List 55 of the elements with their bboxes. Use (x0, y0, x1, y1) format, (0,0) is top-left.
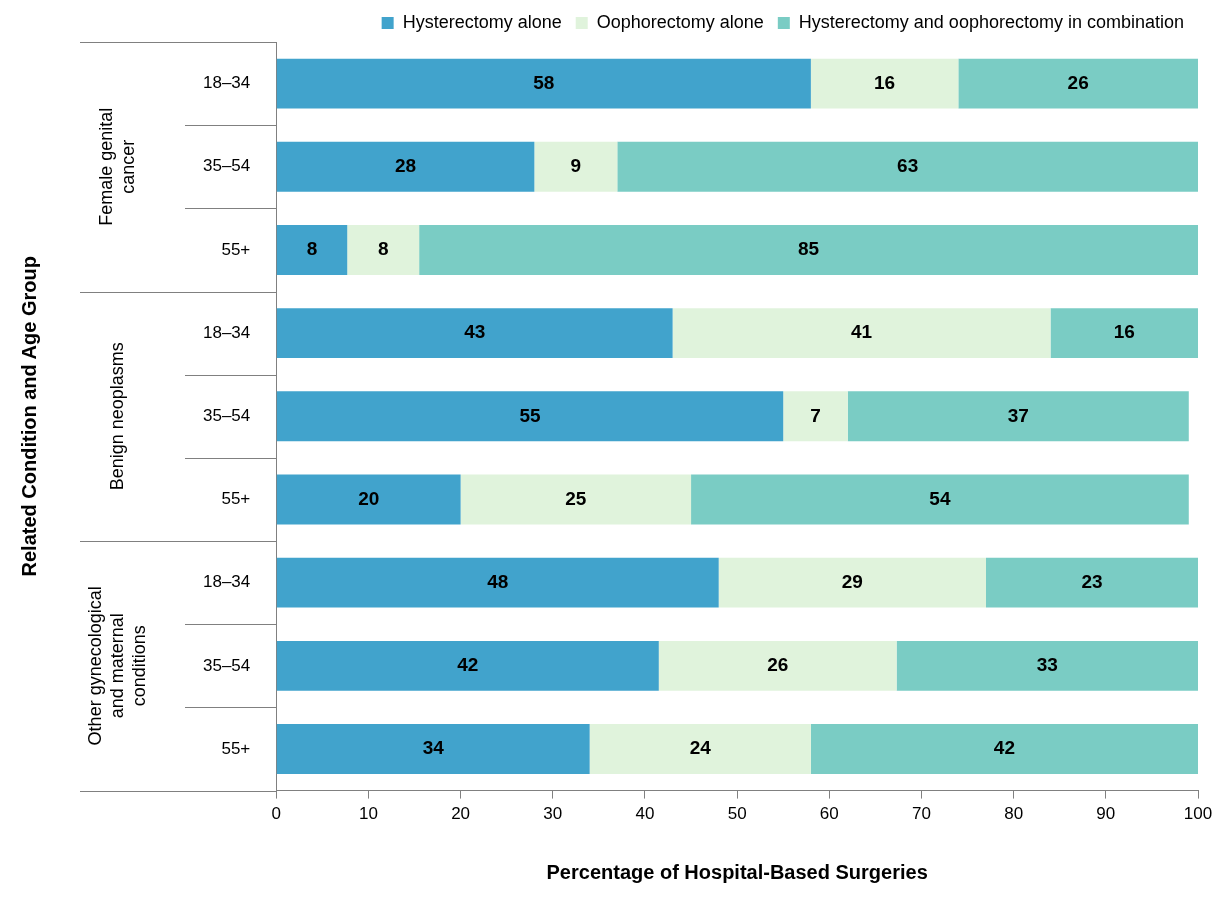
legend-label: Hysterectomy alone (402, 11, 562, 32)
data-label: 42 (457, 654, 479, 676)
x-tick-label: 90 (1096, 804, 1116, 824)
data-label: 41 (851, 321, 873, 343)
x-tick-label: 20 (451, 804, 471, 824)
data-label: 7 (810, 404, 821, 426)
data-label: 25 (565, 487, 587, 509)
data-label: 42 (993, 737, 1016, 759)
legend-label: Oophorectomy alone (596, 11, 764, 32)
y-tick-label: 35–54 (202, 405, 251, 425)
data-label: 26 (1067, 71, 1089, 93)
y-tick-label: 55+ (221, 489, 251, 509)
x-tick-label: 0 (271, 804, 282, 824)
y-tick-label: 18–34 (202, 322, 251, 342)
data-label: 9 (570, 155, 582, 176)
text: Related Condition and Age Group (17, 256, 40, 577)
data-label: 37 (1007, 404, 1029, 426)
x-axis-title: Percentage of Hospital-Based Surgeries (546, 860, 928, 883)
data-label: 48 (487, 570, 509, 592)
text: Other gynecological and maternal conditions (84, 586, 149, 746)
data-label: 55 (519, 404, 541, 426)
data-label: 24 (689, 737, 712, 759)
data-label: 16 (1113, 321, 1135, 343)
data-label: 20 (358, 487, 380, 509)
data-label: 23 (1081, 570, 1103, 592)
data-label: 8 (306, 238, 318, 260)
text: Female genital cancer (95, 107, 138, 226)
x-tick-label: 40 (635, 804, 655, 824)
data-label: 34 (422, 737, 445, 759)
data-label: 26 (767, 654, 789, 676)
y-tick-label: 18–34 (202, 73, 251, 93)
data-label: 58 (533, 71, 555, 93)
data-label: 28 (394, 155, 417, 176)
data-label: 63 (897, 155, 919, 176)
text: Benign neoplasms (106, 342, 127, 491)
data-label: 33 (1036, 654, 1058, 676)
x-tick-label: 80 (1004, 804, 1024, 824)
x-tick-label: 60 (819, 804, 839, 824)
data-label: 43 (464, 321, 486, 343)
x-tick-label: 50 (727, 804, 747, 824)
x-tick-label: 30 (543, 804, 563, 824)
y-tick-label: 55+ (221, 239, 251, 259)
x-tick-label: 70 (912, 804, 931, 824)
y-tick-label: 18–34 (202, 572, 251, 592)
data-label: 54 (929, 487, 951, 509)
data-label: 16 (874, 71, 896, 93)
x-tick-label: 100 (1183, 804, 1213, 824)
data-label: 8 (377, 238, 389, 260)
data-label: 85 (798, 238, 820, 260)
y-tick-label: 35–54 (202, 156, 251, 176)
data-label: 29 (841, 570, 863, 592)
legend-label: Hysterectomy and oophorectomy in combination (798, 11, 1185, 32)
y-tick-label: 35–54 (202, 655, 251, 675)
x-tick-label: 10 (358, 804, 378, 824)
y-tick-label: 55+ (221, 738, 251, 758)
